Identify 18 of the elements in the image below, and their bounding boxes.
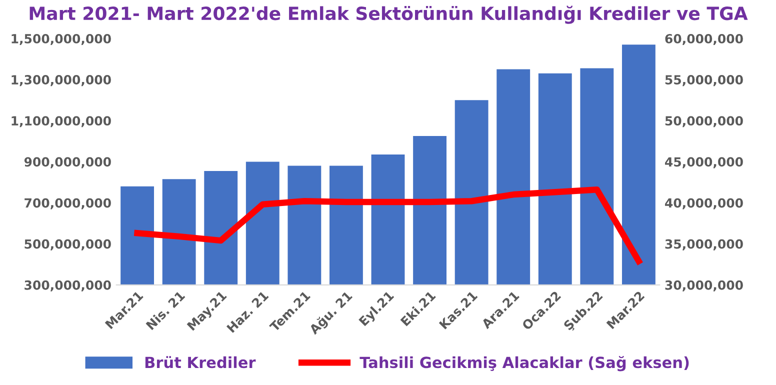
y2-tick-label: 40,000,000: [665, 198, 743, 210]
legend-label: Brüt Krediler: [145, 356, 256, 368]
y-tick-label: 1,100,000,000: [12, 116, 111, 128]
y2-tick-label: 45,000,000: [665, 157, 743, 168]
y-tick-label: 500,000,000: [24, 239, 111, 250]
y2-tick-label: 60,000,000: [665, 34, 743, 46]
y-tick-label: 300,000,000: [24, 280, 111, 292]
y2-tick-label: 55,000,000: [665, 75, 743, 86]
y2-tick-label: 30,000,000: [665, 280, 743, 292]
x-tick-label: Nis. 21: [145, 290, 186, 330]
legend-label: Tahsili Gecikmiş Alacaklar (Sağ eksen): [360, 356, 689, 372]
chart-title: Mart 2021- Mart 2022'de Emlak Sektörünün Kullandığı Krediler ve TGA: [30, 6, 748, 24]
y2-tick-label: 35,000,000: [665, 239, 743, 250]
y-tick-label: 900,000,000: [24, 157, 111, 168]
y-tick-label: 700,000,000: [24, 198, 111, 210]
y-tick-label: 1,300,000,000: [12, 75, 111, 86]
y-tick-label: 1,500,000,000: [12, 34, 111, 46]
y2-tick-label: 50,000,000: [665, 116, 743, 128]
